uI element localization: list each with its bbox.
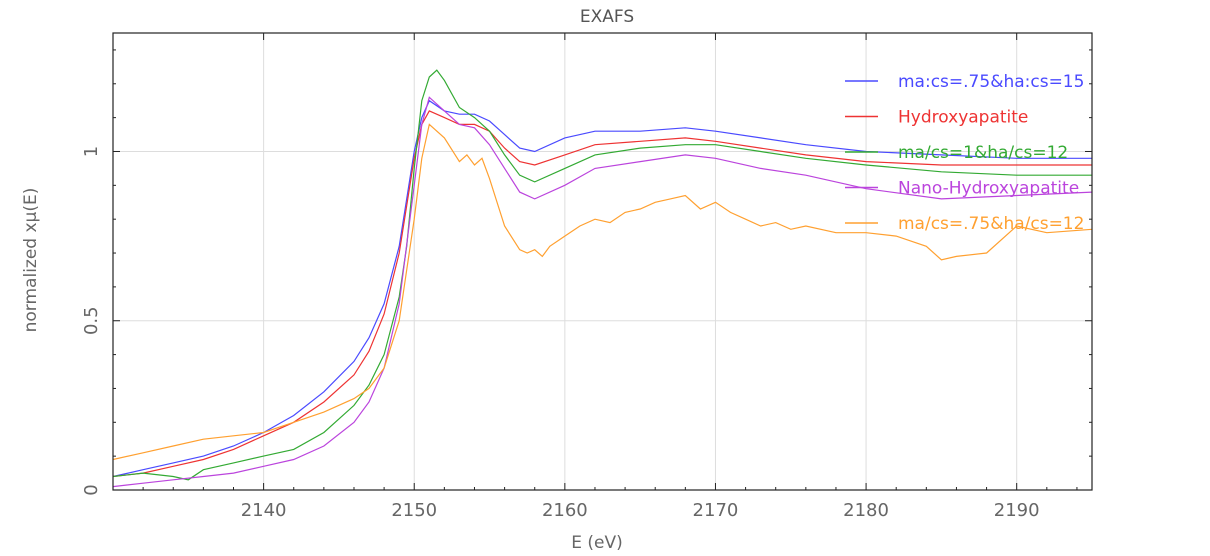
legend-label: ma/cs=1&ha/cs=12 <box>898 143 1068 163</box>
x-tick-label: 2170 <box>693 500 739 521</box>
series-line-4 <box>112 96 1093 488</box>
y-tick-label: 0 <box>81 484 102 495</box>
series-line-1 <box>112 99 1092 478</box>
legend: ma:cs=.75&ha:cs=15 Hydroxyapatite ma/cs=1&… <box>845 72 1084 234</box>
series-line-2 <box>112 110 1092 478</box>
plot-frame <box>112 32 1093 491</box>
chart-title: EXAFS <box>580 7 634 27</box>
x-tick-label: 2150 <box>391 500 437 521</box>
y-tick-label: 0.5 <box>81 306 102 335</box>
legend-label: Nano-Hydroxyapatite <box>898 179 1079 199</box>
x-tick-label: 2140 <box>241 500 287 521</box>
x-tick-label: 2180 <box>843 500 889 521</box>
series-line-5 <box>112 123 1093 461</box>
legend-label: Hydroxyapatite <box>898 108 1028 128</box>
legend-label: ma:cs=.75&ha:cs=15 <box>898 72 1084 92</box>
legend-label: ma/cs=.75&ha/cs=12 <box>898 214 1084 234</box>
series-line-3 <box>112 69 1092 481</box>
y-axis-label: normalized xμ(E) <box>21 188 41 333</box>
y-tick-label: 1 <box>81 146 102 157</box>
x-axis-label: E (eV) <box>571 533 623 553</box>
x-tick-label: 2160 <box>542 500 588 521</box>
x-tick-label: 2190 <box>994 500 1040 521</box>
